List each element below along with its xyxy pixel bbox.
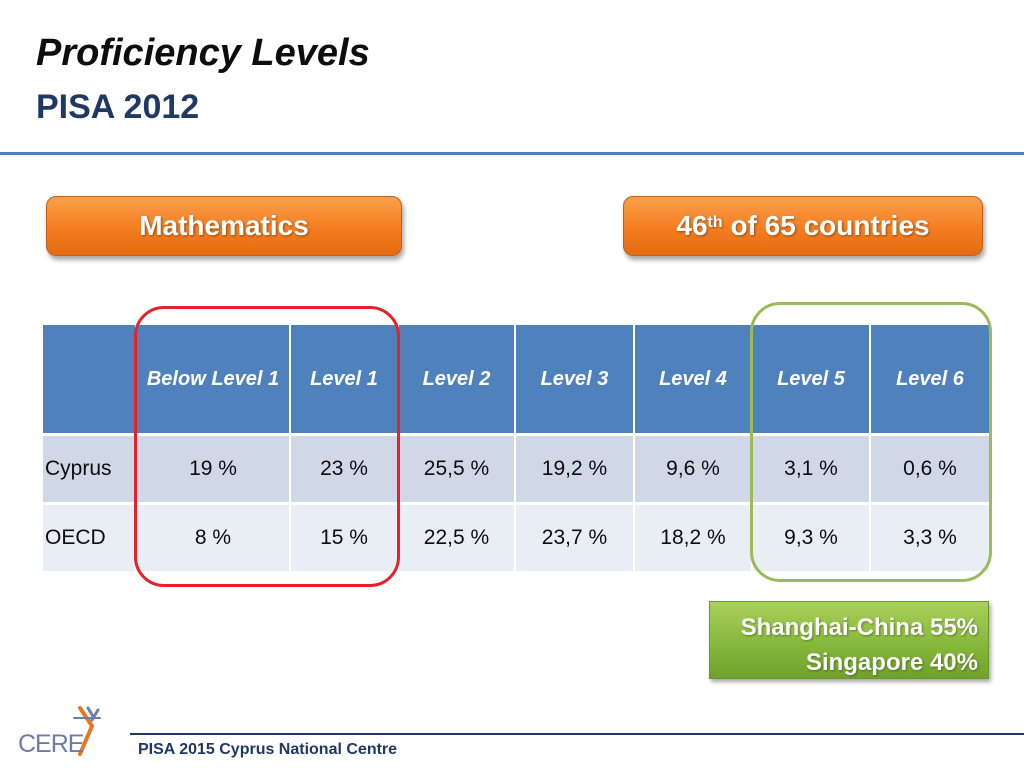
table-row: Cyprus 19 % 23 % 25,5 % 19,2 % 9,6 % 3,1… [43, 433, 989, 504]
column-header: Level 5 [752, 325, 871, 435]
subject-pill: Mathematics [46, 196, 402, 256]
table-cell: 0,6 % [870, 433, 989, 504]
header-divider [0, 152, 1024, 155]
table-cell: 9,6 % [634, 433, 753, 504]
top-performers-box: Shanghai-China 55% Singapore 40% [709, 601, 989, 679]
column-header: Level 2 [398, 325, 516, 435]
row-label: Cyprus [43, 433, 137, 504]
cere-logo: CERE [18, 704, 108, 760]
column-header [43, 325, 137, 435]
column-header: Below Level 1 [136, 325, 291, 435]
table-cell: 25,5 % [398, 433, 516, 504]
table-cell: 3,1 % [752, 433, 871, 504]
rank-text: of 65 countries [730, 210, 930, 241]
table-cell: 22,5 % [398, 502, 516, 571]
table-cell: 23,7 % [515, 502, 635, 571]
cere-logo-mark-icon [73, 706, 101, 756]
table-header-row: Below Level 1 Level 1 Level 2 Level 3 Le… [43, 325, 989, 435]
footer-text: PISA 2015 Cyprus National Centre [138, 741, 398, 758]
column-header: Level 3 [515, 325, 635, 435]
top-performer-line: Shanghai-China 55% [740, 614, 978, 641]
column-header: Level 6 [870, 325, 989, 435]
slide-subtitle: PISA 2012 [36, 88, 200, 126]
row-label: OECD [43, 502, 137, 571]
column-header: Level 4 [634, 325, 753, 435]
rank-suffix: th [707, 214, 723, 231]
logo-text: CERE [18, 730, 84, 758]
table-cell: 19,2 % [515, 433, 635, 504]
low-levels-highlight-ring [134, 306, 400, 587]
table-cell: 23 % [290, 433, 399, 504]
slide-title: Proficiency Levels [36, 32, 370, 74]
high-levels-highlight-ring [750, 302, 992, 582]
rank-number: 46 [676, 210, 708, 241]
footer-divider [130, 733, 1024, 735]
table-cell: 19 % [136, 433, 291, 504]
top-performer-line: Singapore 40% [805, 649, 978, 676]
table-cell: 18,2 % [634, 502, 753, 571]
subject-label: Mathematics [139, 210, 309, 241]
